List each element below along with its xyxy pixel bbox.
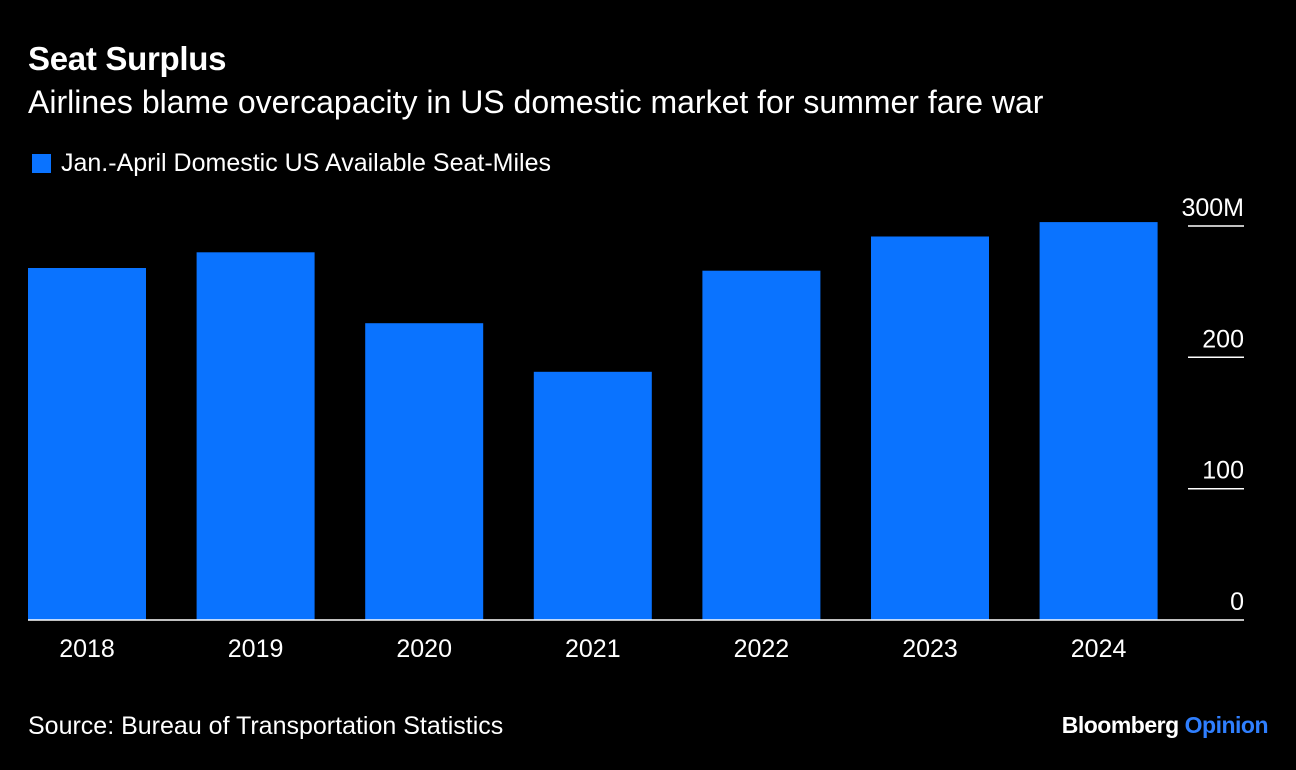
bar-2020 xyxy=(365,323,484,620)
bar-2022 xyxy=(702,270,821,620)
brand-logo: Bloomberg Opinion xyxy=(1061,712,1269,739)
brand-accent: Opinion xyxy=(1184,712,1269,738)
x-tick-label: 2019 xyxy=(228,635,284,663)
bar-2024 xyxy=(1039,222,1158,620)
y-tick-label: 300M xyxy=(1181,194,1244,222)
y-tick-label: 100 xyxy=(1202,457,1244,485)
bar-2019 xyxy=(196,252,315,621)
y-tick-label: 200 xyxy=(1202,325,1244,353)
brand-name: Bloomberg xyxy=(1061,712,1179,738)
legend-label: Jan.-April Domestic US Available Seat-Mi… xyxy=(61,149,552,177)
bar-2021 xyxy=(533,371,652,620)
chart-subtitle: Airlines blame overcapacity in US domest… xyxy=(28,84,1044,120)
chart-title: Seat Surplus xyxy=(28,40,227,77)
source-note: Source: Bureau of Transportation Statist… xyxy=(28,712,504,740)
bar-2023 xyxy=(871,236,989,620)
x-tick-label: 2021 xyxy=(565,635,621,663)
legend: Jan.-April Domestic US Available Seat-Mi… xyxy=(32,149,551,178)
x-tick-label: 2024 xyxy=(1071,635,1127,663)
x-tick-label: 2018 xyxy=(59,635,115,663)
x-tick-label: 2023 xyxy=(902,635,958,663)
legend-swatch xyxy=(32,154,51,173)
bar-2018 xyxy=(28,268,146,620)
x-tick-label: 2020 xyxy=(396,635,452,663)
x-tick-label: 2022 xyxy=(734,635,790,663)
y-tick-label: 0 xyxy=(1230,588,1244,616)
